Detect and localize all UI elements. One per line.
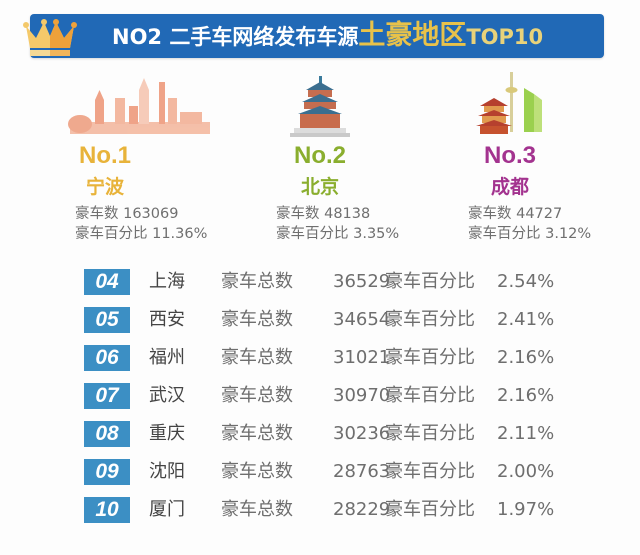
city-name: 福州 [149, 347, 185, 368]
rank-badge: 06 [84, 345, 130, 371]
rank-badge: 05 [84, 307, 130, 333]
count-value: 34654 [333, 309, 391, 330]
percent-label: 豪车百分比 [385, 423, 475, 444]
ningbo-skyline-icon [68, 78, 210, 134]
title-highlight: 土豪地区 [358, 20, 467, 51]
city-name: 成都 [490, 176, 529, 198]
chengdu-tower-icon [476, 72, 542, 134]
percent-label: 豪车百分比 [385, 347, 475, 368]
rank-label: No.1 [78, 142, 131, 169]
luxury-count: 豪车数 163069 [75, 206, 179, 222]
city-name: 武汉 [149, 385, 185, 406]
rank-label: No.3 [483, 142, 536, 169]
percent-label: 豪车百分比 [385, 499, 475, 520]
ranking-row: 08 重庆 豪车总数 30236 豪车百分比 2.11% [84, 420, 584, 448]
percent-value: 1.97% [497, 499, 555, 520]
percent-value: 2.54% [497, 271, 555, 292]
count-label: 豪车总数 [221, 423, 293, 444]
city-name: 重庆 [149, 423, 185, 444]
ranking-row: 07 武汉 豪车总数 30970 豪车百分比 2.16% [84, 382, 584, 410]
percent-value: 2.16% [497, 347, 555, 368]
count-value: 28229 [333, 499, 391, 520]
rank-badge: 10 [84, 497, 130, 523]
rank-badge: 07 [84, 383, 130, 409]
ranking-row: 06 福州 豪车总数 31021 豪车百分比 2.16% [84, 344, 584, 372]
percent-label: 豪车百分比 [385, 461, 475, 482]
count-label: 豪车总数 [221, 499, 293, 520]
count-value: 30236 [333, 423, 391, 444]
count-value: 30970 [333, 385, 391, 406]
percent-value: 2.00% [497, 461, 555, 482]
city-name: 宁波 [85, 176, 124, 198]
city-name: 上海 [149, 271, 185, 292]
count-value: 31021 [333, 347, 391, 368]
city-name: 北京 [300, 176, 339, 198]
percent-value: 2.16% [497, 385, 555, 406]
count-label: 豪车总数 [221, 347, 293, 368]
luxury-percent: 豪车百分比 3.12% [468, 226, 592, 242]
rank-label: No.2 [293, 142, 346, 169]
ranking-row: 04 上海 豪车总数 36529 豪车百分比 2.54% [84, 268, 584, 296]
city-name: 西安 [149, 309, 185, 330]
luxury-count: 豪车数 44727 [468, 206, 563, 222]
ranking-row: 10 厦门 豪车总数 28229 豪车百分比 1.97% [84, 496, 584, 524]
count-label: 豪车总数 [221, 461, 293, 482]
temple-of-heaven-icon [290, 76, 350, 137]
page-title: NO2 二手车网络发布车源土豪地区TOP10 [112, 14, 543, 58]
title-prefix: NO2 二手车网络发布车源 [112, 25, 359, 49]
count-label: 豪车总数 [221, 271, 293, 292]
count-label: 豪车总数 [221, 385, 293, 406]
luxury-percent: 豪车百分比 11.36% [75, 226, 208, 242]
percent-value: 2.11% [497, 423, 555, 444]
percent-label: 豪车百分比 [385, 309, 475, 330]
percent-label: 豪车百分比 [385, 385, 475, 406]
count-value: 28763 [333, 461, 391, 482]
rank-badge: 04 [84, 269, 130, 295]
count-label: 豪车总数 [221, 309, 293, 330]
ranking-row: 05 西安 豪车总数 34654 豪车百分比 2.41% [84, 306, 584, 334]
percent-value: 2.41% [497, 309, 555, 330]
city-name: 厦门 [149, 499, 185, 520]
title-banner: NO2 二手车网络发布车源土豪地区TOP10 [30, 14, 604, 58]
count-value: 36529 [333, 271, 391, 292]
crown-icon [23, 19, 77, 56]
city-name: 沈阳 [149, 461, 185, 482]
rank-badge: 08 [84, 421, 130, 447]
ranking-row: 09 沈阳 豪车总数 28763 豪车百分比 2.00% [84, 458, 584, 486]
percent-label: 豪车百分比 [385, 271, 475, 292]
title-suffix: TOP10 [466, 25, 544, 49]
luxury-percent: 豪车百分比 3.35% [276, 226, 400, 242]
rank-badge: 09 [84, 459, 130, 485]
luxury-count: 豪车数 48138 [276, 206, 371, 222]
